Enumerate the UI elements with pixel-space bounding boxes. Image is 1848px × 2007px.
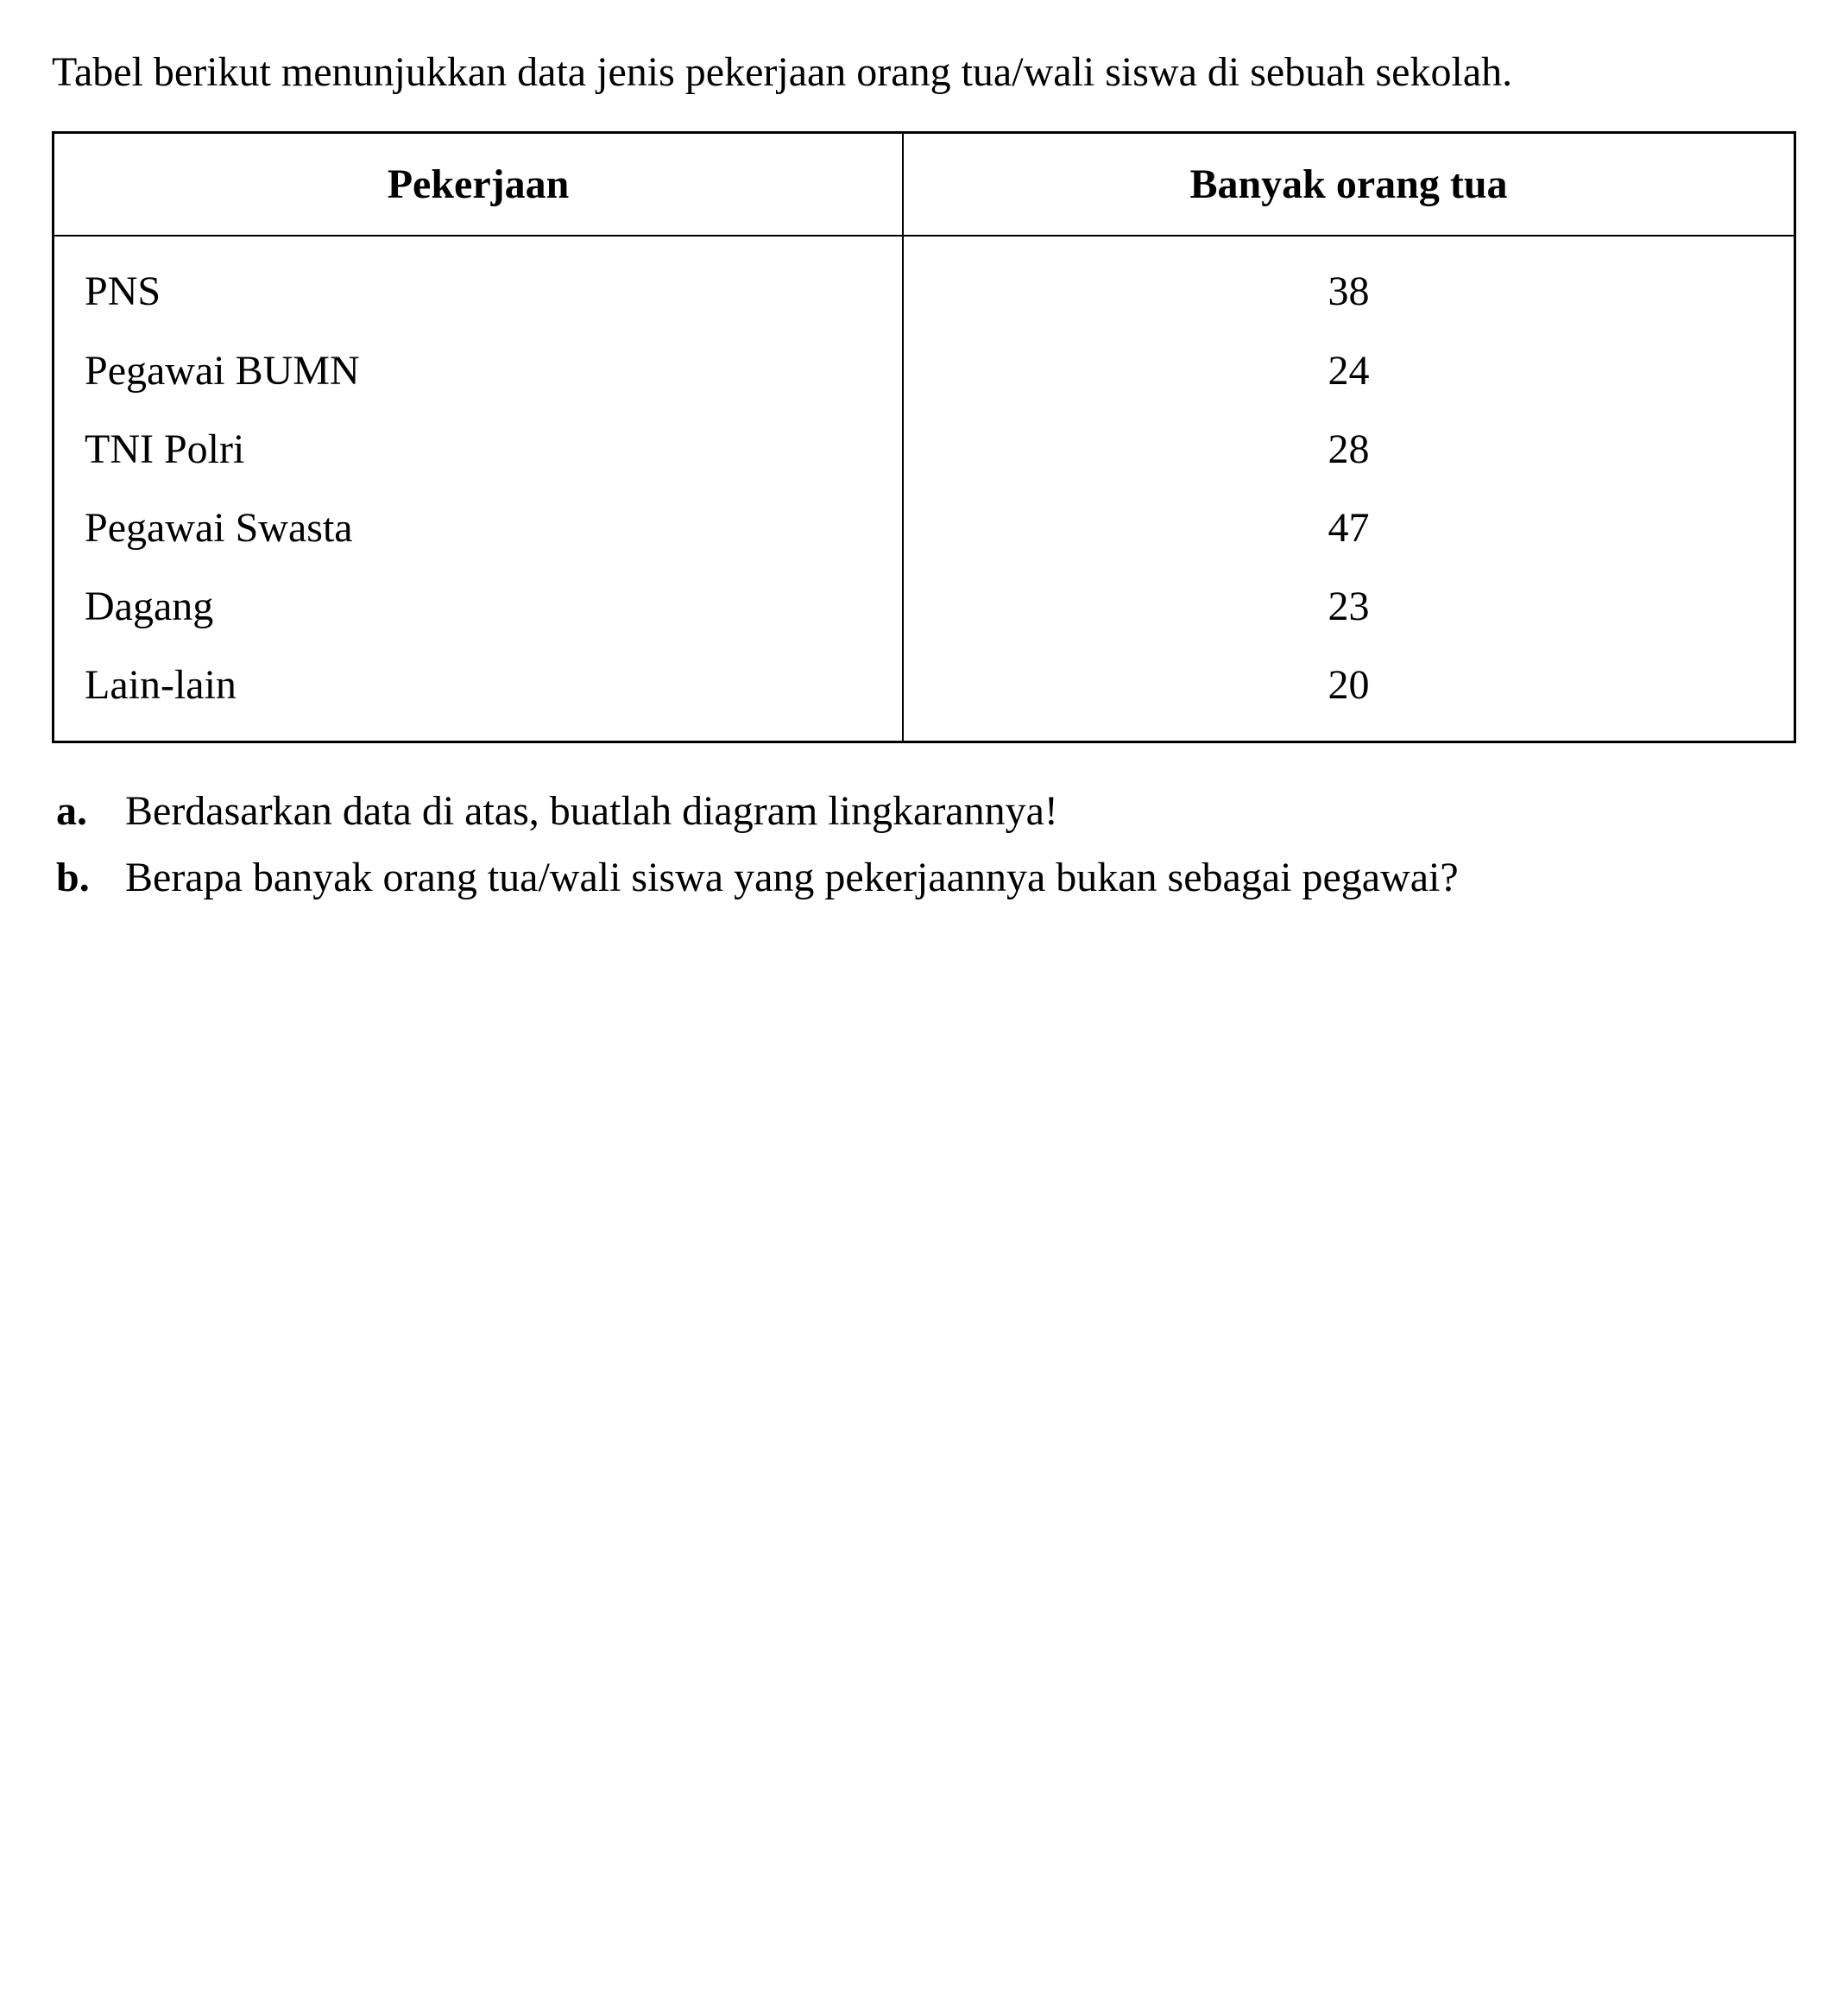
question-item-a: a. Berdasarkan data di atas, buatlah dia…: [52, 782, 1796, 840]
question-item-b: b. Berapa banyak orang tua/wali siswa ya…: [52, 849, 1796, 906]
question-marker: b.: [52, 849, 125, 906]
table-row: TNI Polri 28: [54, 410, 1795, 489]
pekerjaan-table: Pekerjaan Banyak orang tua PNS 38 Pegawa…: [52, 131, 1796, 742]
questions-list: a. Berdasarkan data di atas, buatlah dia…: [52, 782, 1796, 906]
table-cell-value: 38: [903, 236, 1794, 331]
table-cell-pekerjaan: Pegawai Swasta: [54, 489, 904, 567]
table-cell-pekerjaan: TNI Polri: [54, 410, 904, 489]
question-text: Berdasarkan data di atas, buatlah diagra…: [125, 782, 1796, 840]
table-cell-pekerjaan: Lain-lain: [54, 646, 904, 742]
table-row: Pegawai BUMN 24: [54, 331, 1795, 410]
table-cell-value: 20: [903, 646, 1794, 742]
table-cell-value: 28: [903, 410, 1794, 489]
table-header-pekerjaan: Pekerjaan: [54, 133, 904, 237]
intro-paragraph: Tabel berikut menunjukkan data jenis pek…: [52, 43, 1796, 101]
table-row: Dagang 23: [54, 567, 1795, 646]
table-row: PNS 38: [54, 236, 1795, 331]
table-cell-pekerjaan: Pegawai BUMN: [54, 331, 904, 410]
table-row: Pegawai Swasta 47: [54, 489, 1795, 567]
question-marker: a.: [52, 782, 125, 840]
table-cell-value: 24: [903, 331, 1794, 410]
table-cell-pekerjaan: Dagang: [54, 567, 904, 646]
table-cell-pekerjaan: PNS: [54, 236, 904, 331]
table-row: Lain-lain 20: [54, 646, 1795, 742]
question-text: Berapa banyak orang tua/wali siswa yang …: [125, 849, 1796, 906]
table-header-banyak: Banyak orang tua: [903, 133, 1794, 237]
table-header-row: Pekerjaan Banyak orang tua: [54, 133, 1795, 237]
table-cell-value: 23: [903, 567, 1794, 646]
table-cell-value: 47: [903, 489, 1794, 567]
